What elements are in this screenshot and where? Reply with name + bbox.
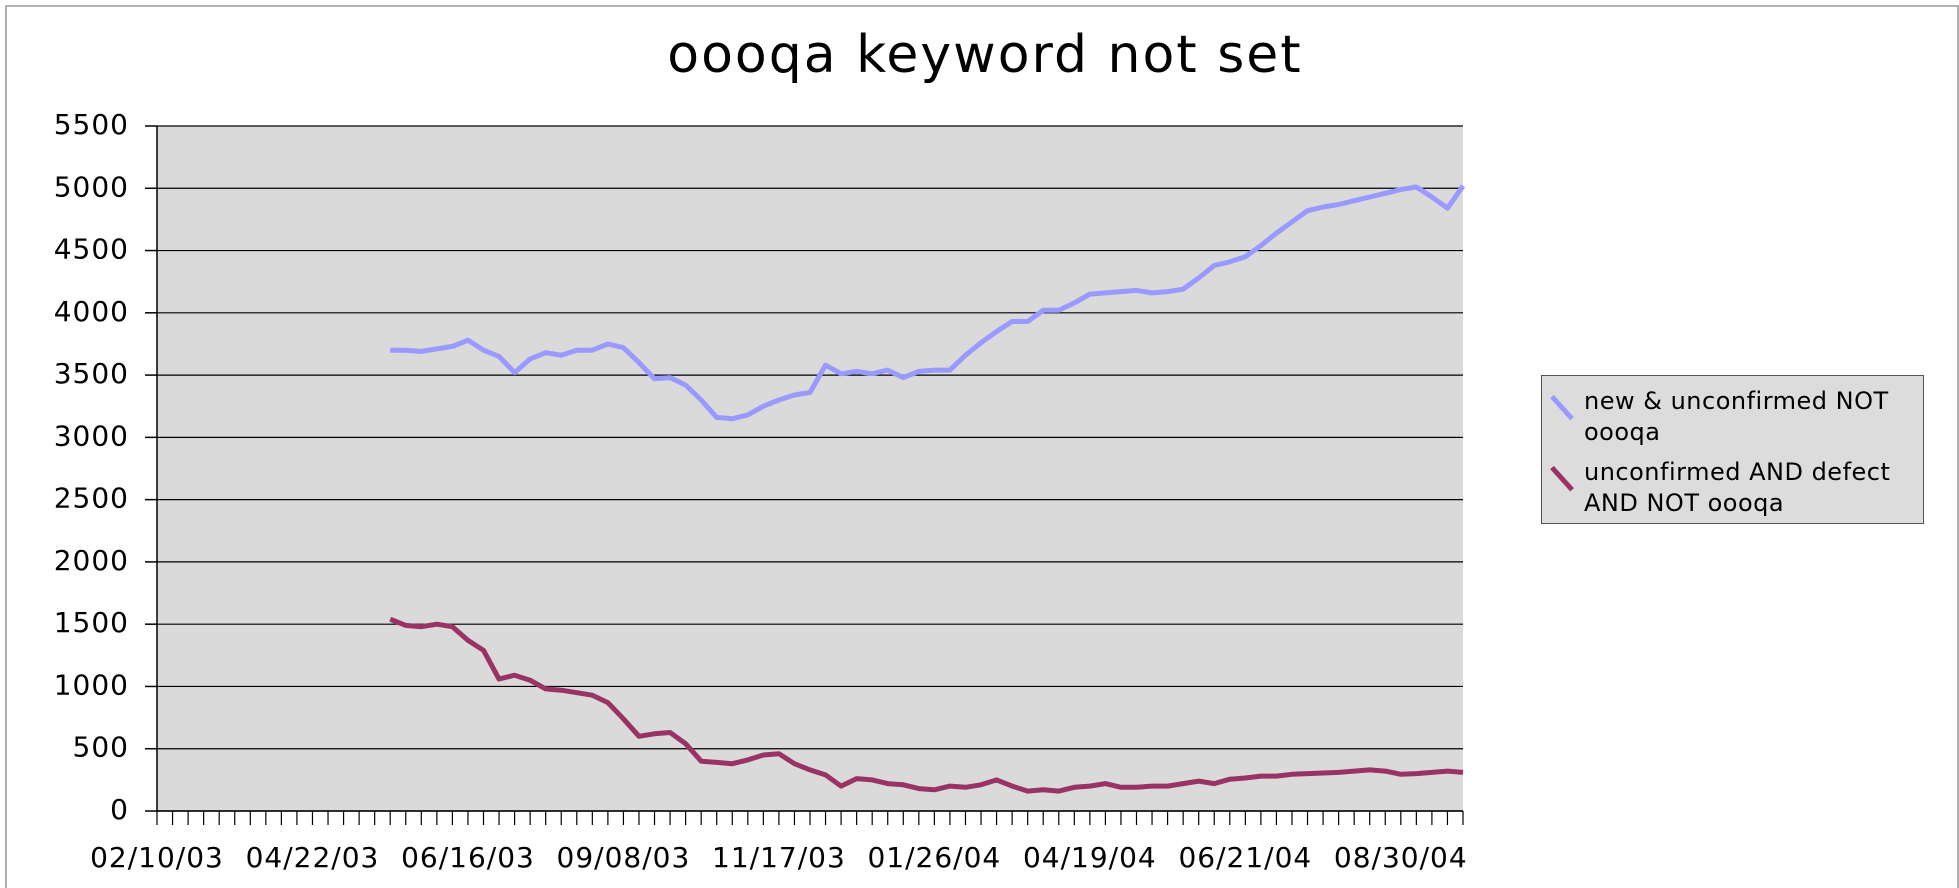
series-line (390, 184, 1466, 422)
y-tick-label: 3000 (54, 419, 129, 452)
y-tick-label: 1500 (54, 606, 129, 639)
y-tick-label: 4500 (54, 233, 129, 266)
x-tick-label: 09/08/03 (557, 841, 691, 874)
x-tick-label: 02/10/03 (90, 841, 224, 874)
x-tick-label: 04/22/03 (246, 841, 380, 874)
y-tick-label: 0 (110, 793, 129, 826)
y-tick-label: 5500 (54, 108, 129, 141)
legend-label: unconfirmed AND defect AND NOT oooqa (1584, 458, 1891, 517)
y-tick-label: 3500 (54, 357, 129, 390)
x-tick-label: 06/16/03 (401, 841, 535, 874)
series-line (389, 616, 1464, 794)
chart-title: oooqa keyword not set (667, 25, 1302, 85)
x-tick-label: 06/21/04 (1178, 841, 1312, 874)
legend-swatch (1550, 465, 1574, 492)
plot-area (157, 126, 1463, 811)
y-tick-label: 5000 (54, 170, 129, 203)
y-tick-label: 1000 (54, 668, 129, 701)
x-tick-label: 11/17/03 (712, 841, 846, 874)
legend-swatch (1550, 394, 1574, 421)
y-tick-label: 500 (73, 731, 129, 764)
legend-label: new & unconfirmed NOT oooqa (1584, 387, 1889, 446)
y-tick-label: 2500 (54, 482, 129, 515)
x-tick-label: 04/19/04 (1023, 841, 1157, 874)
y-tick-label: 4000 (54, 295, 129, 328)
frame (5, 5, 1959, 888)
legend: new & unconfirmed NOT oooqa unconfirmed A… (1541, 375, 1924, 524)
x-tick-label: 08/30/04 (1334, 841, 1468, 874)
y-tick-label: 2000 (54, 544, 129, 577)
x-tick-label: 01/26/04 (867, 841, 1001, 874)
